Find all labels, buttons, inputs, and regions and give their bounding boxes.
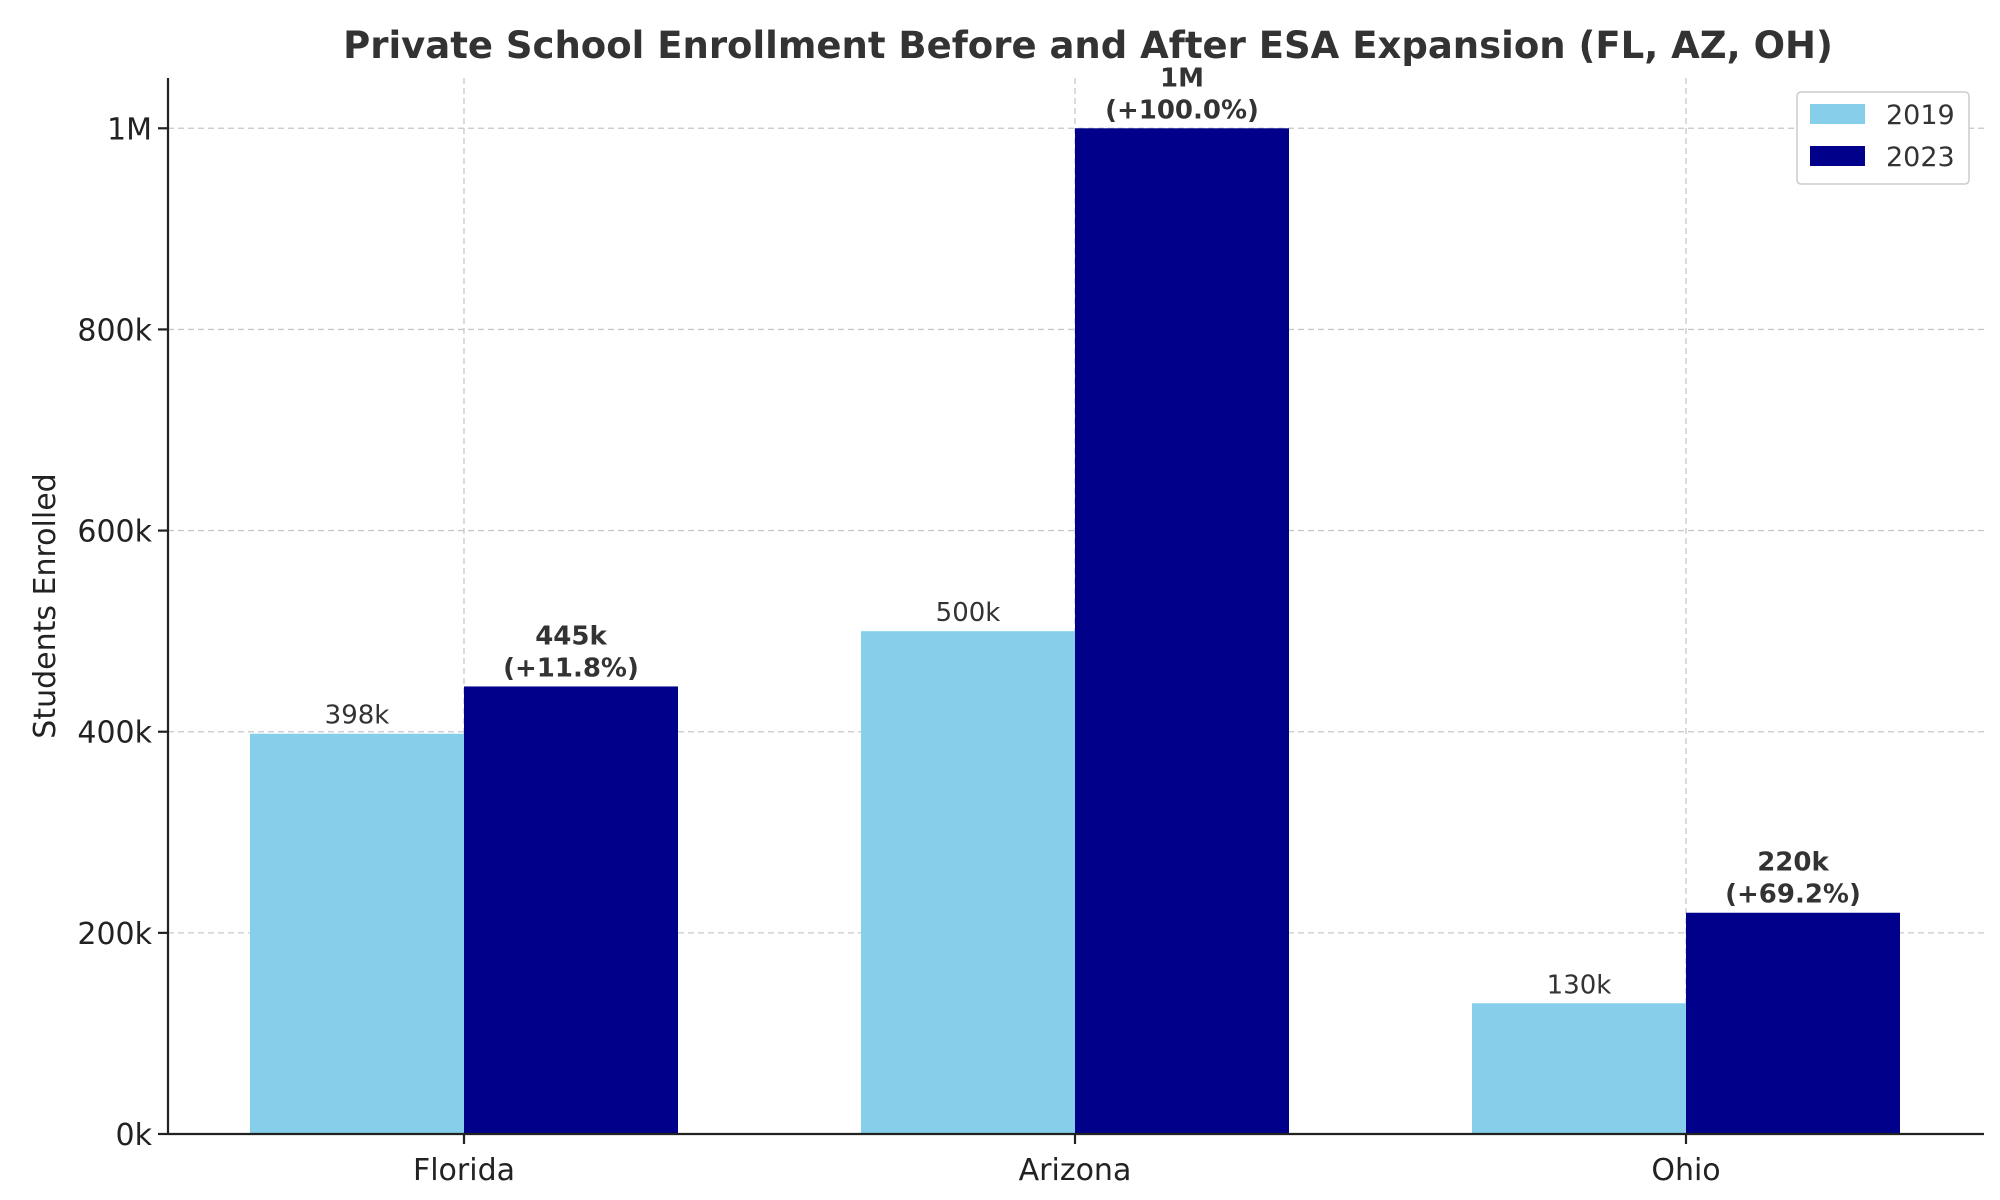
y-axis-label: Students Enrolled	[28, 473, 63, 738]
x-tick-label-arizona: Arizona	[1019, 1153, 1132, 1188]
bar-arizona-2019	[861, 631, 1075, 1134]
legend-label-2023: 2023	[1886, 142, 1955, 173]
bar-ohio-2019	[1472, 1003, 1686, 1134]
y-tick-label: 200k	[77, 917, 152, 952]
value-label: 220k	[1757, 848, 1829, 878]
x-tick-label-ohio: Ohio	[1651, 1153, 1720, 1188]
y-tick-label: 400k	[77, 716, 152, 751]
bar-florida-2023	[464, 686, 678, 1134]
bar-florida-2019	[250, 733, 464, 1134]
value-labels: 398k 500k 130k 445k(+11.8%) 1M(+100.0%) 220k(…	[325, 63, 1861, 1000]
bars	[250, 128, 1900, 1135]
bar-arizona-2023	[1075, 128, 1289, 1135]
legend: 2019 2023	[1796, 91, 1970, 185]
y-tick-label: 1M	[107, 112, 152, 147]
y-tick-label: 800k	[77, 313, 152, 348]
y-tick-label: 600k	[77, 515, 152, 550]
change-label: (+100.0%)	[1105, 95, 1259, 125]
chart-title: Private School Enrollment Before and Aft…	[343, 24, 1833, 67]
legend-swatch-2023	[1810, 146, 1865, 166]
legend-swatch-2019	[1810, 104, 1865, 124]
axes: 0k 200k 400k 600k 800k 1M Florida Arizona Ohio	[77, 78, 1984, 1188]
value-label: 1M	[1160, 63, 1204, 93]
bar-ohio-2023	[1686, 912, 1900, 1134]
x-tick-label-florida: Florida	[413, 1153, 515, 1188]
change-label: (+11.8%)	[503, 653, 639, 683]
value-label: 445k	[535, 621, 607, 651]
y-tick-label: 0k	[116, 1118, 153, 1153]
change-label: (+69.2%)	[1725, 880, 1861, 910]
value-label: 130k	[1547, 970, 1612, 1000]
legend-label-2019: 2019	[1886, 100, 1955, 131]
value-label: 500k	[936, 598, 1001, 628]
value-label: 398k	[325, 701, 390, 731]
